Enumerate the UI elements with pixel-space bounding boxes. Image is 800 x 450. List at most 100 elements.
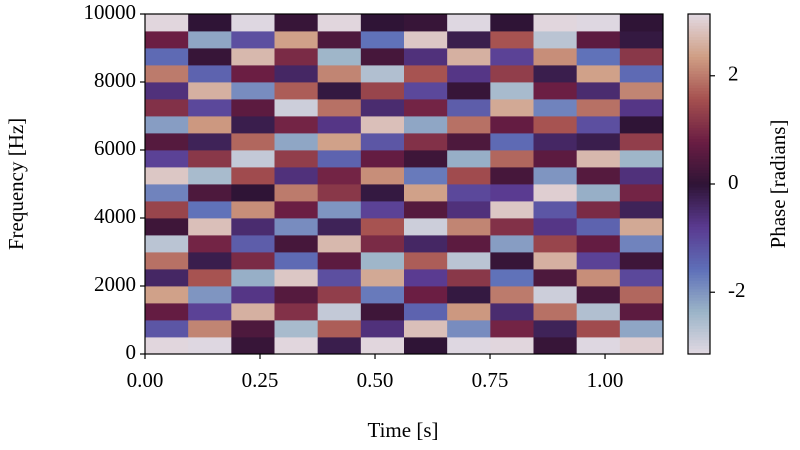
heatmap-cell [404, 218, 448, 236]
heatmap-cell [274, 201, 319, 219]
colorbar-swatch [688, 294, 710, 298]
heatmap-cell [533, 116, 578, 134]
colorbar-swatch [688, 232, 710, 236]
heatmap-cell [360, 286, 405, 304]
heatmap-cell [188, 286, 232, 304]
colorbar-swatch [688, 135, 710, 140]
heatmap-cell [188, 201, 232, 219]
heatmap-cell [490, 303, 534, 321]
colorbar-swatch [688, 84, 710, 89]
colorbar-swatch [688, 87, 710, 91]
colorbar-swatch [688, 203, 710, 208]
heatmap-cell [490, 167, 534, 185]
colorbar-tick-label: 2 [728, 62, 739, 86]
heatmap-cell [619, 337, 664, 355]
colorbar-swatch [688, 263, 710, 267]
colorbar-swatch [688, 351, 710, 355]
colorbar-swatch [688, 305, 710, 310]
heatmap-cell [576, 269, 621, 287]
colorbar-swatch [688, 169, 710, 174]
heatmap-cell [576, 303, 621, 321]
colorbar-swatch [688, 104, 710, 108]
heatmap-cell [231, 82, 275, 100]
colorbar-swatch [688, 348, 710, 352]
colorbar-swatch [688, 311, 710, 315]
colorbar-swatch [688, 28, 710, 32]
heatmap-cell [145, 116, 189, 134]
heatmap-cell [576, 65, 621, 83]
heatmap-cell [145, 218, 189, 236]
heatmap-cell [447, 286, 491, 304]
heatmap-cell [360, 116, 405, 134]
heatmap-cell [145, 337, 189, 355]
heatmap-cell [576, 82, 621, 100]
heatmap-cell [404, 133, 448, 151]
colorbar-swatch [688, 342, 710, 346]
heatmap-cell [231, 269, 275, 287]
heatmap-cell [274, 252, 319, 270]
heatmap-cell [274, 48, 319, 66]
heatmap-cell [317, 133, 362, 151]
colorbar-swatch [688, 266, 710, 270]
colorbar-swatch [688, 141, 710, 145]
heatmap-cell [317, 167, 362, 185]
heatmap-cell [231, 320, 275, 338]
heatmap-cell [490, 286, 534, 304]
colorbar-swatch [688, 152, 710, 157]
heatmap-cell [447, 48, 491, 66]
colorbar-swatch [688, 79, 710, 83]
heatmap-cell [360, 252, 405, 270]
heatmap-cell [145, 31, 189, 49]
colorbar-swatch [688, 90, 710, 94]
colorbar-swatch [688, 147, 710, 151]
colorbar-swatch [688, 317, 710, 321]
heatmap-cell [274, 218, 319, 236]
heatmap-cell [274, 150, 319, 168]
colorbar-swatch [688, 39, 710, 43]
heatmap-cell [145, 99, 189, 117]
colorbar-swatch [688, 107, 710, 111]
heatmap-cell [404, 252, 448, 270]
heatmap-cell [490, 252, 534, 270]
heatmap-cell [317, 252, 362, 270]
colorbar-swatch [688, 65, 710, 69]
colorbar-swatch [688, 201, 710, 205]
heatmap-cell [360, 303, 405, 321]
x-axis-label: Time [s] [368, 418, 439, 442]
colorbar-swatch [688, 167, 710, 171]
heatmap-cell [404, 201, 448, 219]
colorbar-swatch [688, 300, 710, 304]
colorbar-swatch [688, 334, 710, 338]
colorbar-swatch [688, 260, 710, 264]
heatmap-cell [188, 337, 232, 355]
heatmap-cell [145, 252, 189, 270]
heatmap-cell [490, 116, 534, 134]
heatmap-cell [447, 269, 491, 287]
heatmap-cell [317, 31, 362, 49]
colorbar-swatch [688, 195, 710, 199]
heatmap-cell [576, 320, 621, 338]
x-tick-label: 1.00 [587, 368, 624, 392]
colorbar-swatch [688, 271, 710, 276]
heatmap-cell [145, 167, 189, 185]
colorbar-swatch [688, 110, 710, 114]
colorbar-swatch [688, 246, 710, 250]
heatmap-cell [274, 99, 319, 117]
heatmap-cell [231, 99, 275, 117]
heatmap-cell [576, 337, 621, 355]
heatmap-cell [619, 201, 664, 219]
heatmap-cell [188, 133, 232, 151]
heatmap-cell [317, 218, 362, 236]
y-tick-label: 4000 [94, 204, 136, 228]
heatmap-cell [274, 303, 319, 321]
colorbar-swatch [688, 254, 710, 259]
heatmap-cell [231, 201, 275, 219]
heatmap-cell [360, 184, 405, 202]
colorbar-swatch [688, 252, 710, 256]
heatmap-cell [576, 133, 621, 151]
heatmap-cell [533, 65, 578, 83]
heatmap-cell [188, 218, 232, 236]
heatmap-cell [360, 65, 405, 83]
y-tick-label: 8000 [94, 68, 136, 92]
heatmap-cell [576, 150, 621, 168]
